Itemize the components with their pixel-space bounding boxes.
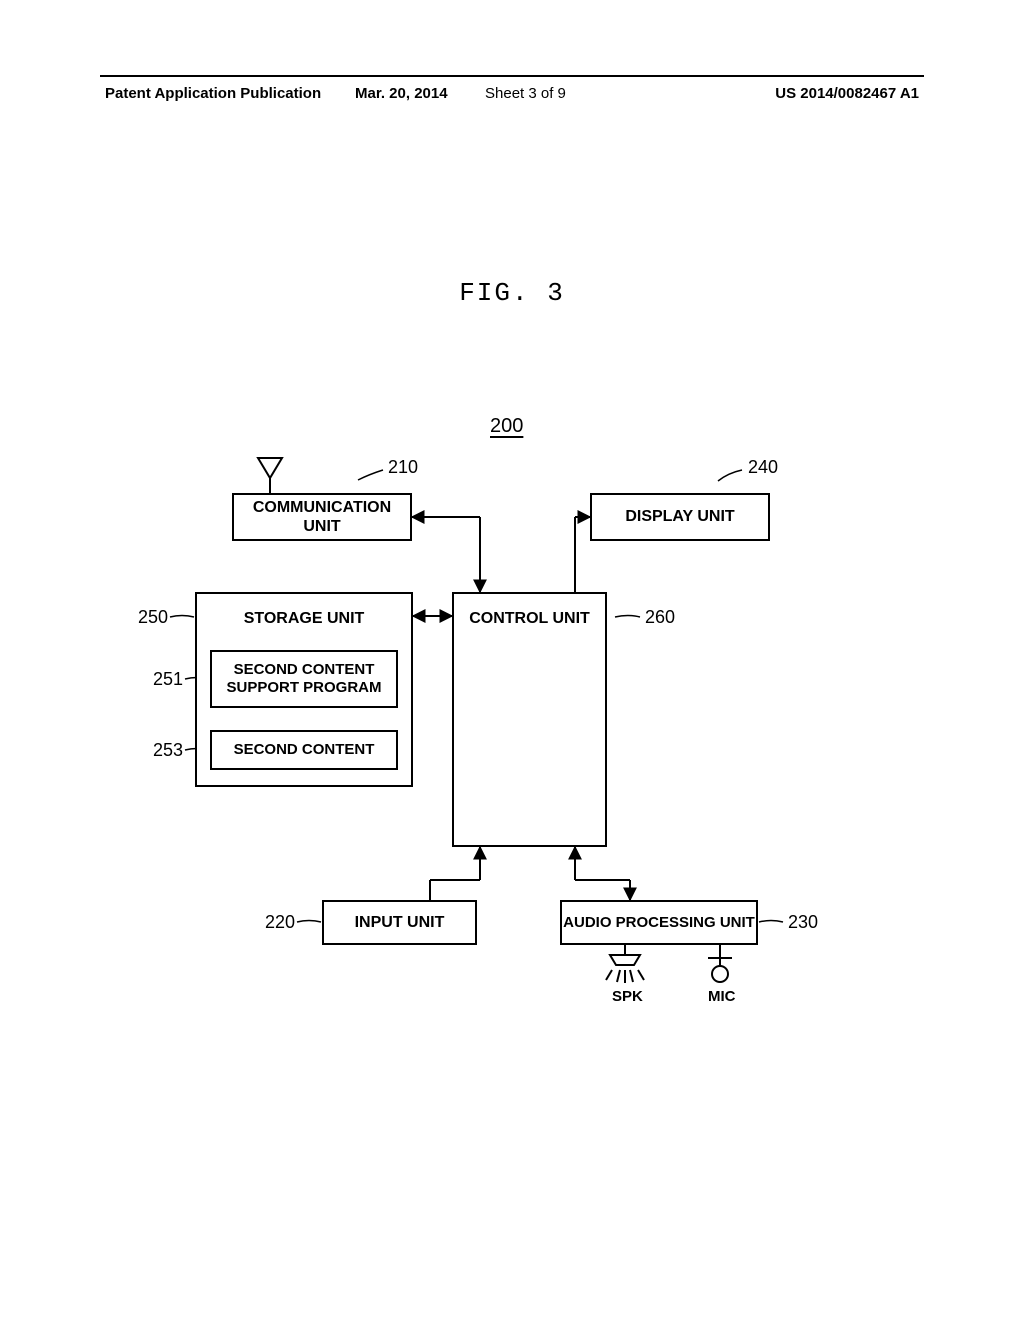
- input-unit-label: INPUT UNIT: [355, 913, 445, 932]
- spk-label: SPK: [612, 988, 643, 1005]
- antenna-icon: [258, 458, 282, 493]
- ref-230: 230: [788, 912, 818, 933]
- content-label: SECOND CONTENT: [234, 741, 375, 759]
- audio-unit-label: AUDIO PROCESSING UNIT: [563, 914, 755, 932]
- speaker-icon: [606, 945, 644, 983]
- program-block: SECOND CONTENT SUPPORT PROGRAM: [210, 650, 398, 708]
- control-unit-label: CONTROL UNIT: [469, 609, 590, 628]
- audio-unit-block: AUDIO PROCESSING UNIT: [560, 900, 758, 945]
- ref-251: 251: [153, 669, 183, 690]
- display-unit-block: DISPLAY UNIT: [590, 493, 770, 541]
- ref-253: 253: [153, 740, 183, 761]
- input-unit-block: INPUT UNIT: [322, 900, 477, 945]
- content-block: SECOND CONTENT: [210, 730, 398, 770]
- mic-icon: [708, 945, 732, 982]
- ref-210: 210: [388, 457, 418, 478]
- mic-label: MIC: [708, 988, 736, 1005]
- ref-240: 240: [748, 457, 778, 478]
- ref-260: 260: [645, 607, 675, 628]
- ref-250: 250: [138, 607, 168, 628]
- display-unit-label: DISPLAY UNIT: [625, 507, 734, 526]
- communication-unit-label: COMMUNICATION UNIT: [234, 498, 410, 536]
- storage-unit-label: STORAGE UNIT: [244, 609, 365, 628]
- communication-unit-block: COMMUNICATION UNIT: [232, 493, 412, 541]
- ref-220: 220: [265, 912, 295, 933]
- program-label: SECOND CONTENT SUPPORT PROGRAM: [226, 661, 381, 697]
- control-unit-block: CONTROL UNIT: [452, 592, 607, 847]
